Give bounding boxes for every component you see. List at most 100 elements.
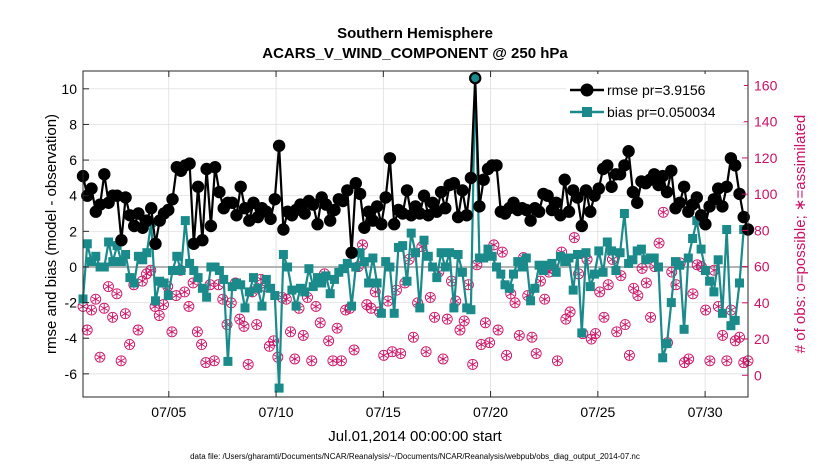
obs-assimilated-marker [367, 304, 375, 313]
obs-assimilated-marker [337, 356, 346, 366]
obs-assimilated-marker [684, 354, 693, 364]
bias-point [236, 280, 246, 290]
y-right-tick-label: 120 [754, 150, 778, 166]
bias-point [551, 267, 561, 277]
obs-possible-marker [111, 288, 123, 300]
obs-possible-marker [590, 328, 601, 340]
obs-assimilated-marker [138, 276, 147, 286]
bias-point [321, 271, 331, 281]
obs-assimilated-marker [299, 331, 308, 340]
obs-possible-marker [141, 268, 152, 280]
bias-point [675, 260, 685, 270]
y-axis-label-left: rmse and bias (model - observation) [43, 114, 60, 354]
obs-possible-marker [327, 355, 339, 367]
rmse-point [311, 218, 324, 231]
rmse-point [149, 237, 162, 250]
obs-possible-marker [496, 246, 508, 258]
bias-point [726, 321, 736, 331]
bias-point [159, 278, 169, 288]
bias-point [415, 303, 425, 313]
obs-assimilated-marker [265, 342, 274, 351]
obs-assimilated-marker [328, 356, 337, 366]
bias-point [291, 301, 301, 311]
bias-point [513, 257, 523, 267]
obs-assimilated-marker [159, 300, 168, 309]
obs-assimilated-marker [638, 264, 647, 273]
bias-point [253, 283, 263, 293]
bias-point [342, 258, 352, 268]
obs-possible-marker [407, 331, 419, 343]
x-axis-label: Jul.01,2014 00:00:00 start [328, 428, 502, 445]
rmse-point [166, 193, 179, 206]
plot-frame [82, 70, 749, 398]
bias-point [564, 253, 574, 263]
legend-rmse-label: rmse pr=3.9156 [607, 82, 706, 98]
rmse-point [336, 194, 350, 208]
bias-point [214, 266, 224, 275]
rmse-point [562, 205, 576, 218]
rmse-point [733, 187, 746, 201]
bias-point [313, 273, 322, 283]
bias-point [581, 248, 591, 258]
obs-possible-marker [124, 339, 136, 350]
bias-point [700, 266, 710, 275]
rmse-point [622, 145, 635, 158]
bias-point [261, 274, 271, 284]
obs-assimilated-marker [642, 278, 651, 288]
bias-point [649, 253, 659, 263]
obs-possible-marker [734, 331, 745, 343]
bias-point [125, 273, 135, 283]
bias-point [172, 251, 182, 261]
obs-assimilated-marker [316, 318, 325, 327]
obs-assimilated-marker [456, 325, 464, 335]
rmse-point [558, 173, 571, 186]
bias-point [611, 266, 621, 275]
obs-possible-marker [619, 319, 631, 331]
rmse-point [341, 184, 354, 197]
bias-point [423, 251, 433, 261]
rmse-point [460, 209, 473, 222]
rmse-point [618, 159, 631, 172]
obs-assimilated-marker [197, 340, 206, 349]
obs-possible-marker [657, 206, 669, 218]
rmse-point [328, 203, 341, 217]
obs-assimilated-marker [561, 314, 570, 324]
y-right-tick-label: 140 [754, 114, 778, 130]
bias-point [628, 255, 638, 265]
rmse-point [98, 168, 111, 181]
bias-point [419, 235, 429, 245]
obs-assimilated-marker [688, 289, 697, 299]
obs-possible-marker [467, 358, 479, 370]
axis-ticks: 07/05 07/10 07/15 07/20 07/25 07/30 -6 -4 -2 0 2 4 6… [61, 71, 778, 420]
obs-assimilated-marker [621, 320, 630, 329]
obs-assimilated-marker [125, 340, 134, 349]
obs-assimilated-marker [536, 276, 545, 286]
obs-possible-marker [335, 355, 347, 367]
bias-point [398, 241, 408, 251]
y-right-tick-label: 0 [754, 367, 762, 383]
obs-possible-marker [297, 329, 309, 341]
obs-assimilated-marker [739, 358, 748, 367]
bias-point [359, 257, 369, 267]
bias-point [573, 250, 582, 259]
bias-point [176, 266, 186, 275]
x-tick-label: 07/10 [259, 404, 294, 420]
obs-possible-marker [721, 355, 733, 367]
rmse-point [140, 214, 154, 227]
obs-assimilated-marker [693, 260, 702, 270]
bias-point [257, 301, 267, 311]
obs-possible-marker [191, 326, 203, 338]
obs-assimilated-marker [112, 289, 121, 299]
bias-point [654, 262, 663, 272]
obs-assimilated-marker [91, 294, 100, 304]
obs-possible-marker [268, 335, 280, 347]
obs-assimilated-marker [477, 340, 486, 349]
obs-possible-marker [348, 344, 360, 356]
obs-possible-marker [285, 326, 296, 338]
bias-point [722, 225, 732, 234]
rmse-point [388, 218, 401, 231]
rmse-point [234, 180, 247, 193]
rmse-point [196, 234, 209, 247]
bias-point [496, 269, 506, 279]
rmse-point [584, 205, 597, 218]
